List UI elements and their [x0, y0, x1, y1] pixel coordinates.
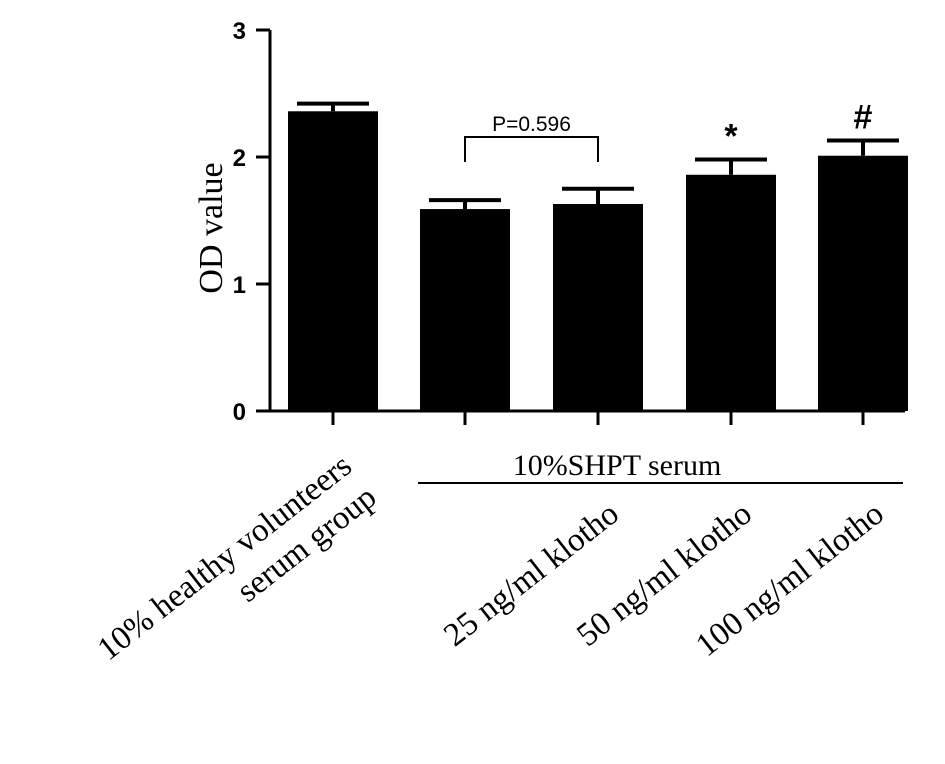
bar: [420, 209, 510, 411]
annotations: * # P=0.596: [418, 98, 903, 484]
y-tick-label: 3: [233, 18, 246, 45]
comparison-bracket: [464, 136, 599, 162]
bars: [288, 111, 908, 411]
y-tick-label: 2: [233, 145, 246, 172]
group-label: 10%SHPT serum: [513, 449, 722, 482]
y-axis-title: OD value: [193, 162, 230, 293]
significance-marker: #: [854, 98, 873, 136]
bar: [553, 203, 643, 411]
y-tick-label: 1: [233, 272, 246, 299]
error-bars: [297, 101, 899, 210]
p-value-label: P=0.596: [492, 113, 571, 136]
y-tick-label: 0: [233, 399, 246, 426]
bar: [288, 111, 378, 411]
bar: [686, 174, 776, 411]
bar: [818, 155, 908, 411]
significance-marker: *: [724, 118, 738, 156]
